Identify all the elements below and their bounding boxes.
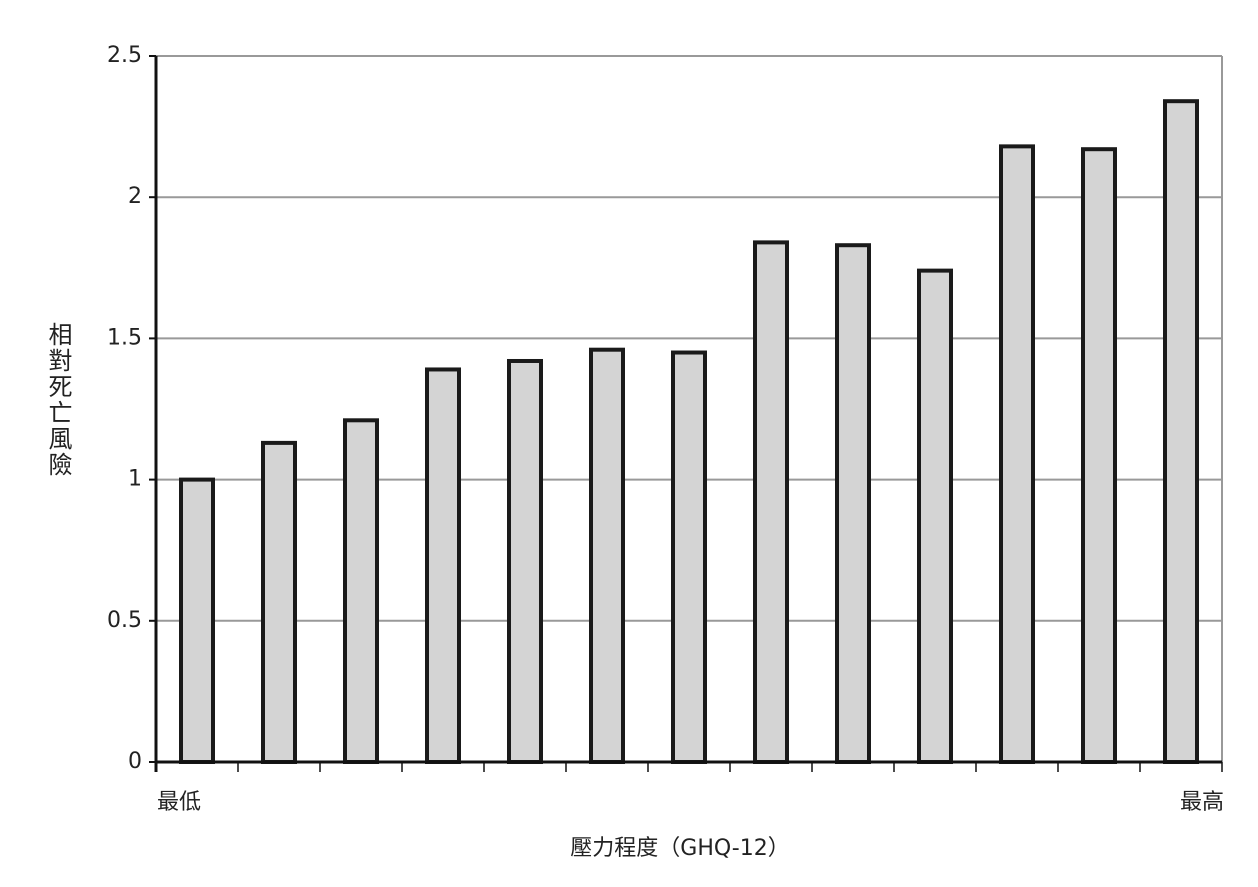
y-tick-label: 1 [128,467,142,492]
bar [835,243,871,764]
y-axis-label: 相對死亡風險 [44,322,72,478]
y-tick-label: 0.5 [107,608,142,633]
bar [179,477,215,764]
bar [1081,147,1117,764]
y-tick-label: 1.5 [107,325,142,350]
bar [999,144,1035,765]
bar [589,347,625,764]
bar [1163,99,1199,764]
x-tick-label: 最低 [157,790,201,815]
bar [261,440,297,764]
y-tick-label: 2 [128,184,142,209]
y-tick-label: 2.5 [107,43,142,68]
bar [753,240,789,765]
bar [917,268,953,764]
x-tick-label: 最高 [1180,790,1224,815]
bar [507,358,543,764]
bar [671,350,707,764]
bar [343,418,379,764]
y-tick-label: 0 [128,749,142,774]
x-axis-label: 壓力程度（GHQ-12） [570,836,789,861]
bar [425,367,461,764]
